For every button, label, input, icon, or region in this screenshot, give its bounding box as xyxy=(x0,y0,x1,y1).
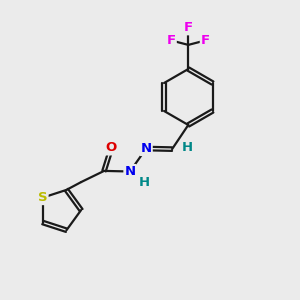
Text: O: O xyxy=(105,141,116,154)
Text: N: N xyxy=(141,142,152,155)
Text: F: F xyxy=(167,34,176,47)
Text: N: N xyxy=(124,165,136,178)
Text: F: F xyxy=(201,34,210,47)
Text: H: H xyxy=(182,141,193,154)
Text: S: S xyxy=(38,191,48,204)
Text: F: F xyxy=(184,21,193,34)
Text: H: H xyxy=(139,176,150,189)
